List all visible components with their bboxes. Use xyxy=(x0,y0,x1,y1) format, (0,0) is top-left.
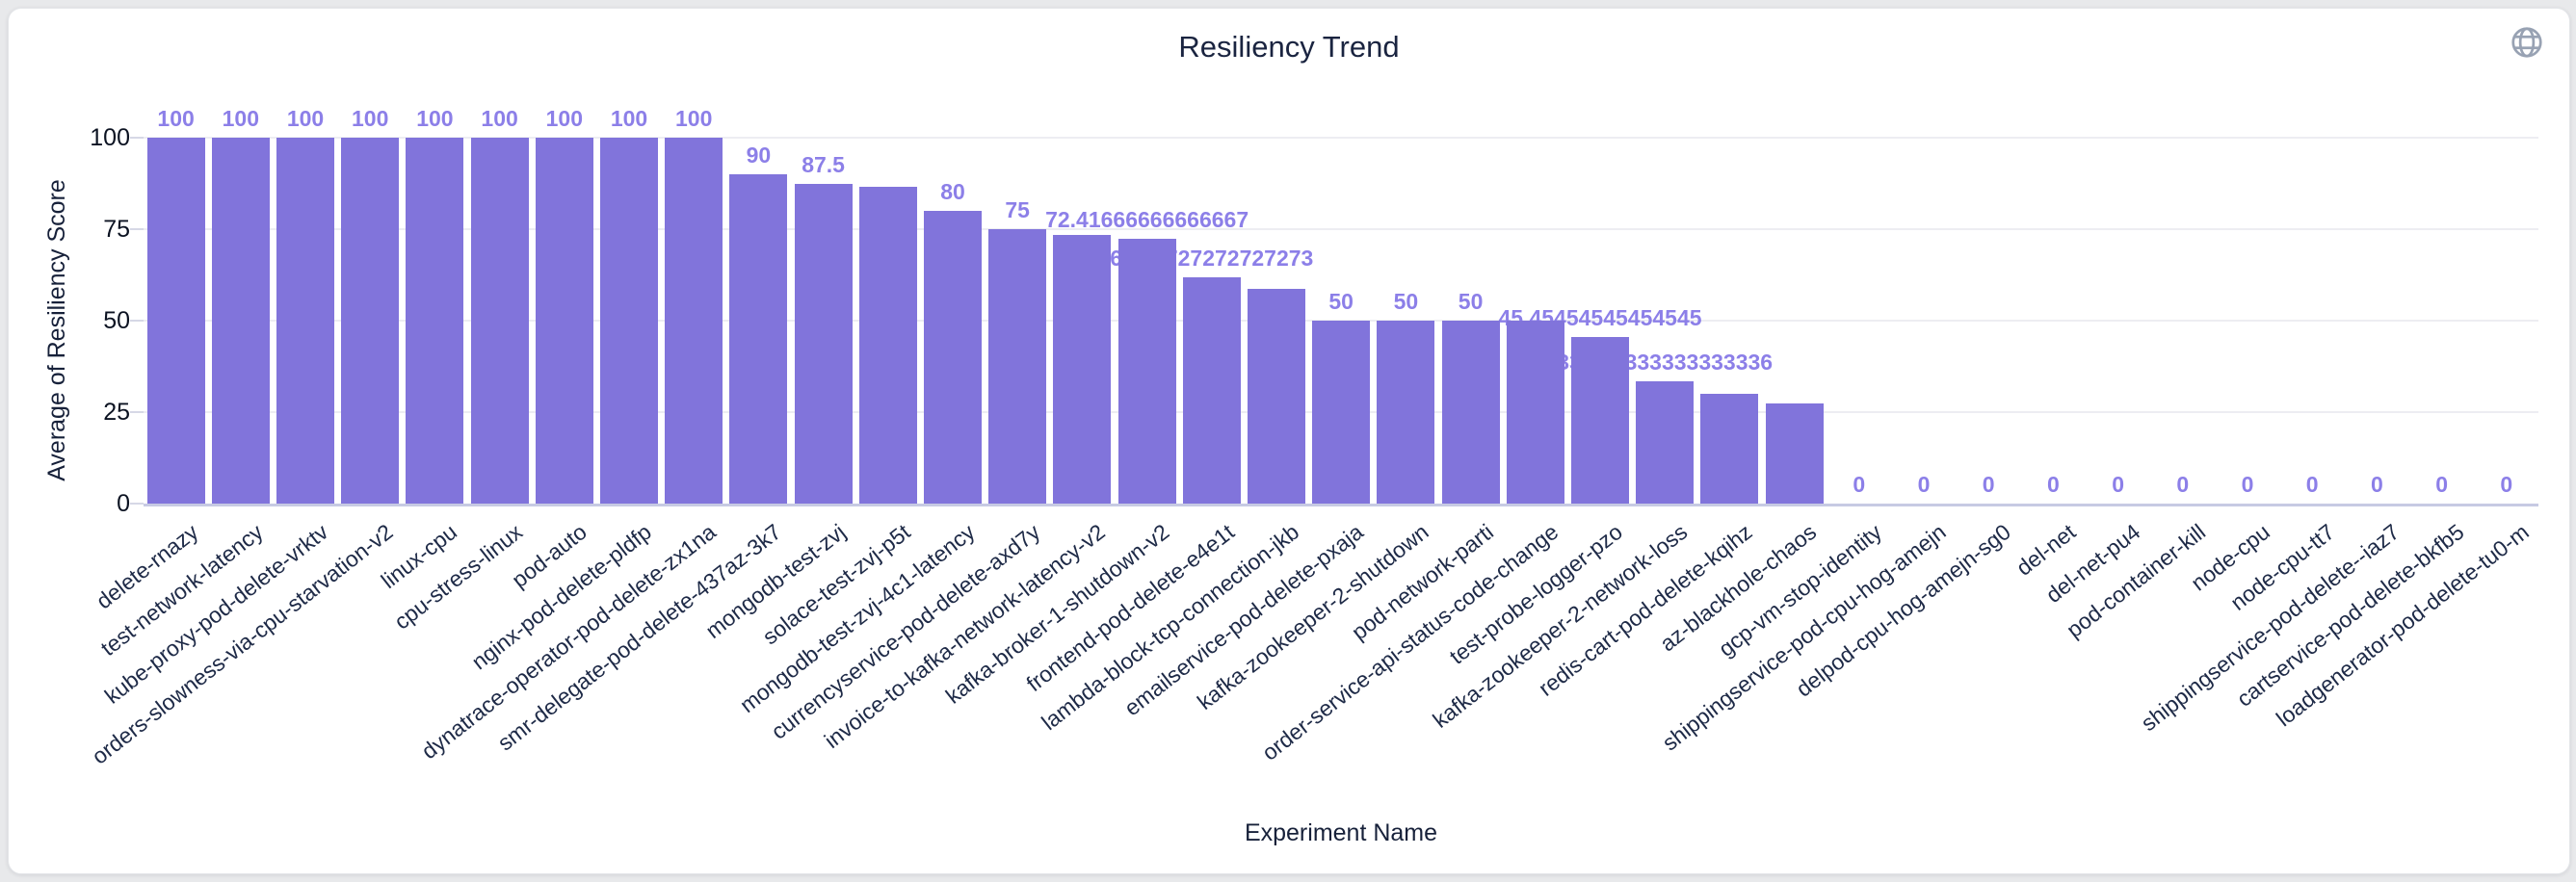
bar-test-network-latency[interactable] xyxy=(211,138,270,504)
bar-redis-cart-pod-delete-kqihz[interactable] xyxy=(1700,394,1759,504)
bar-value-label: 100 xyxy=(610,106,648,131)
globe-icon[interactable] xyxy=(2509,24,2545,61)
bar-pod-network-parti[interactable] xyxy=(1441,321,1500,504)
y-axis-tickmark xyxy=(130,411,144,413)
bar-invoice-to-kafka-network-latency-v2[interactable] xyxy=(1053,235,1112,504)
chart-title: Resiliency Trend xyxy=(1178,30,1400,64)
y-tick-label: 75 xyxy=(103,216,130,243)
bar-delete-rnazy[interactable] xyxy=(146,138,205,504)
bar-currencyservice-pod-delete-axd7y[interactable] xyxy=(988,229,1047,504)
bar-kube-proxy-pod-delete-vrktv[interactable] xyxy=(276,138,334,504)
bar-value-label: 0 xyxy=(2500,472,2513,497)
bar-value-label: 90 xyxy=(746,143,772,168)
bar-order-service-api-status-code-change[interactable] xyxy=(1506,321,1564,504)
y-tick-label: 100 xyxy=(90,124,130,151)
bar-value-label: 80 xyxy=(940,179,965,204)
bar-value-label: 100 xyxy=(157,106,195,131)
bar-value-label: 50 xyxy=(1328,289,1354,314)
bar-value-label: 100 xyxy=(352,106,389,131)
bar-value-label: 100 xyxy=(481,106,518,131)
bar-value-label: 72.41666666666667 xyxy=(1045,206,1249,232)
chart-card: Resiliency Trend Average of Resiliency S… xyxy=(8,8,2570,874)
y-tick-label: 0 xyxy=(117,490,130,517)
bar-az-blackhole-chaos[interactable] xyxy=(1765,403,1824,504)
gridline xyxy=(144,137,2538,139)
bar-cpu-stress-linux[interactable] xyxy=(470,138,529,504)
y-axis-tickmark xyxy=(130,503,144,505)
bar-value-label: 100 xyxy=(286,106,325,131)
bar-value-label: 50 xyxy=(1458,289,1484,314)
y-tick-label: 50 xyxy=(103,307,130,334)
bar-test-probe-logger-pzo[interactable] xyxy=(1571,337,1629,504)
bar-dynatrace-operator-pod-delete-zx1na[interactable] xyxy=(665,138,723,504)
bar-emailservice-pod-delete-pxaja[interactable] xyxy=(1312,321,1371,504)
bar-value-label: 75 xyxy=(1005,197,1030,222)
bar-value-label: 0 xyxy=(2046,472,2060,497)
y-axis-tickmark xyxy=(130,137,144,139)
bar-value-label: 0 xyxy=(2241,472,2254,497)
bar-mongodb-test-zvj[interactable] xyxy=(794,183,853,504)
bar-solace-test-zvj-p5t[interactable] xyxy=(858,186,917,504)
bar-smr-delegate-pod-delete-437az-3k7[interactable] xyxy=(729,174,788,504)
bar-value-label: 0 xyxy=(1917,472,1931,497)
y-axis-tickmark xyxy=(130,228,144,230)
bar-nginx-pod-delete-pldfp[interactable] xyxy=(600,138,658,504)
bar-value-label: 0 xyxy=(2435,472,2448,497)
bar-value-label: 100 xyxy=(675,106,713,131)
bar-mongodb-test-zvj-4c1-latency[interactable] xyxy=(924,211,982,504)
bar-value-label: 0 xyxy=(2370,472,2383,497)
y-axis-tickmark xyxy=(130,320,144,322)
bar-frontend-pod-delete-e4e1t[interactable] xyxy=(1182,277,1241,504)
bar-value-label: 100 xyxy=(545,106,583,131)
bar-orders-slowness-via-cpu-starvation-v2[interactable] xyxy=(341,138,400,504)
bar-value-label: 100 xyxy=(222,106,259,131)
bar-value-label: 87.5 xyxy=(802,151,845,177)
bar-kafka-zookeeper-2-shutdown[interactable] xyxy=(1377,321,1435,504)
gridline xyxy=(144,228,2538,230)
bar-value-label: 0 xyxy=(2176,472,2190,497)
bar-linux-cpu[interactable] xyxy=(406,138,464,504)
bar-kafka-zookeeper-2-network-loss[interactable] xyxy=(1636,381,1695,504)
bar-lambda-block-tcp-connection-jkb[interactable] xyxy=(1248,288,1305,504)
bar-value-label: 50 xyxy=(1393,289,1419,314)
bar-value-label: 100 xyxy=(416,106,454,131)
bar-pod-auto[interactable] xyxy=(535,138,593,504)
y-tick-label: 25 xyxy=(103,399,130,426)
bar-value-label: 0 xyxy=(1982,472,1995,497)
x-axis-title: Experiment Name xyxy=(1244,819,1438,846)
bar-kafka-broker-1-shutdown-v2[interactable] xyxy=(1117,238,1176,504)
bar-value-label: 0 xyxy=(1853,472,1866,497)
bar-value-label: 0 xyxy=(2112,472,2124,497)
bar-value-label: 0 xyxy=(2305,472,2319,497)
plot-area: 100 100 100 100 100 100 100 100 100 90 87.5 80 75 72.… xyxy=(130,106,2538,506)
